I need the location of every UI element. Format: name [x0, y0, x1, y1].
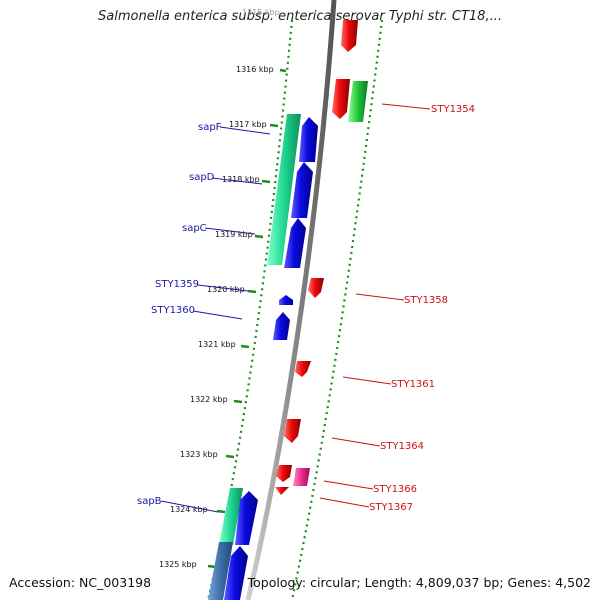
gene-label-sapF: sapF — [198, 122, 222, 133]
pink-feature[interactable] — [293, 468, 310, 486]
gene-label-STY1364: STY1364 — [380, 441, 424, 452]
sapA-gene[interactable] — [224, 546, 248, 600]
sap-operon-feature[interactable] — [267, 114, 301, 265]
steel-feature[interactable] — [208, 542, 233, 600]
gene-label-STY1366: STY1366 — [373, 484, 417, 495]
tick-label: 1322 kbp — [190, 395, 228, 404]
green-feature[interactable] — [348, 81, 368, 122]
left-gene-labels: sapF sapD sapC STY1359 STY1360 sapB — [137, 122, 222, 507]
gene-label-sapB: sapB — [137, 496, 162, 507]
right-leader-lines — [319, 103, 431, 508]
sapB-gene[interactable] — [235, 491, 258, 545]
gene-label-STY1358: STY1358 — [404, 295, 448, 306]
STY1366-gene-red[interactable] — [276, 465, 292, 482]
tick-label: 1321 kbp — [198, 340, 236, 349]
sapB-feature[interactable] — [219, 488, 243, 545]
tick-label: 1315 kbp — [242, 8, 280, 17]
top-red-gene[interactable] — [341, 20, 358, 52]
tick-label: 1323 kbp — [180, 450, 218, 459]
STY1367-gene[interactable] — [275, 487, 289, 495]
map-title: Salmonella enterica subsp. enterica sero… — [98, 9, 502, 24]
inner-dotted-track — [206, 19, 294, 600]
topology-summary: Topology: circular; Length: 4,809,037 bp… — [247, 575, 591, 590]
right-gene-labels: STY1354 STY1358 STY1361 STY1364 STY1366 … — [369, 104, 475, 513]
gene-label-sapD: sapD — [189, 172, 215, 183]
tick-marks — [207, 68, 287, 569]
gene-label-sapC: sapC — [182, 223, 207, 234]
gene-label-STY1359: STY1359 — [155, 279, 199, 290]
STY1359-gene[interactable] — [279, 295, 293, 305]
tick-label: 1325 kbp — [159, 560, 197, 569]
STY1361-gene[interactable] — [295, 361, 311, 377]
STY1358-gene[interactable] — [308, 278, 324, 298]
STY1364-gene[interactable] — [284, 419, 301, 443]
tick-label: 1317 kbp — [229, 120, 267, 129]
STY1360-gene[interactable] — [273, 312, 290, 340]
sapC-gene[interactable] — [284, 218, 306, 268]
gene-label-STY1354: STY1354 — [431, 104, 475, 115]
tick-label: 1318 kbp — [222, 175, 260, 184]
gene-label-STY1361: STY1361 — [391, 379, 435, 390]
tick-label: 1319 kbp — [215, 230, 253, 239]
tick-labels: 1315 kbp 1316 kbp 1317 kbp 1318 kbp 1319… — [159, 8, 280, 569]
accession-text: Accession: NC_003198 — [9, 575, 152, 590]
sapD-gene[interactable] — [291, 162, 313, 218]
tick-label: 1324 kbp — [170, 505, 208, 514]
tick-label: 1316 kbp — [236, 65, 274, 74]
sapF-gene[interactable] — [299, 117, 318, 162]
genome-backbone — [245, 0, 337, 600]
gene-label-STY1360: STY1360 — [151, 305, 195, 316]
gene-label-STY1367: STY1367 — [369, 502, 413, 513]
left-leader-lines — [160, 126, 271, 513]
STY1354-gene[interactable] — [332, 79, 350, 119]
tick-label: 1320 kbp — [207, 285, 245, 294]
outer-dotted-track — [290, 19, 384, 600]
